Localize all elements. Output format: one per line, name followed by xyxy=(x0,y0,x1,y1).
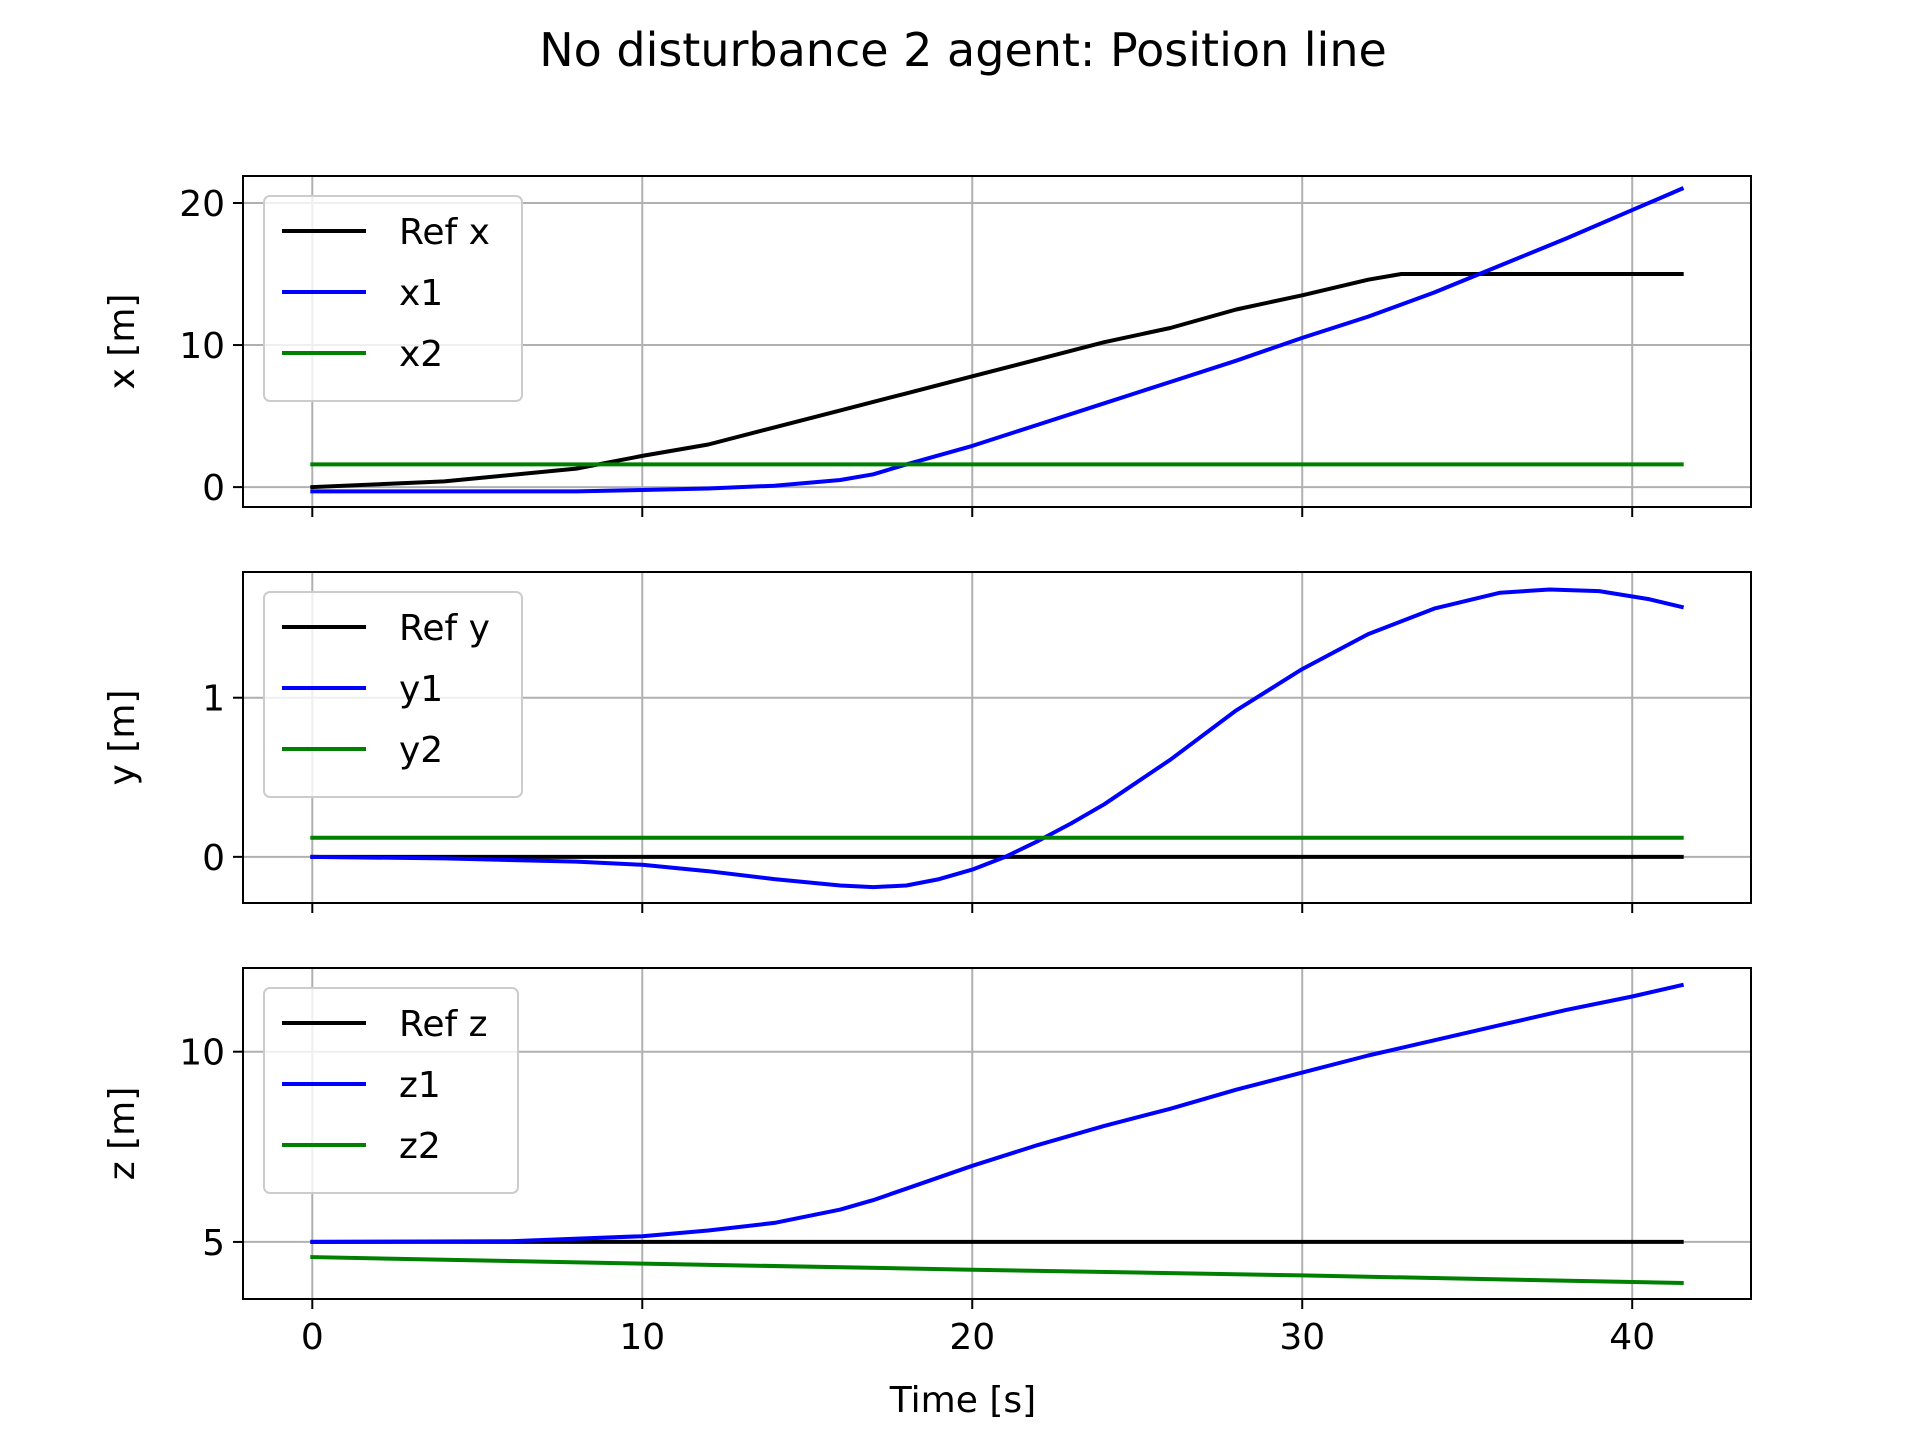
legend: Ref y y1 y2 xyxy=(263,591,523,798)
series-line-z2 xyxy=(310,1255,1684,1286)
y-axis-label: z [m] xyxy=(102,1087,143,1181)
figure-title: No disturbance 2 agent: Position line xyxy=(539,23,1387,77)
series-line-ref-x xyxy=(310,272,1684,490)
legend-label-3: z2 xyxy=(399,1126,441,1167)
x-tick-label-4: 40 xyxy=(1609,1317,1655,1358)
legend-label-1: Ref y xyxy=(399,608,490,649)
legend-label-3: y2 xyxy=(399,730,443,771)
x-tick-label-3: 30 xyxy=(1279,1317,1325,1358)
axes-frame xyxy=(242,175,1752,508)
y-tick-label-1: 10 xyxy=(179,326,225,367)
y-tick-label-0: 0 xyxy=(202,838,225,879)
axes-frame xyxy=(242,967,1752,1300)
series-line-y1 xyxy=(310,587,1685,890)
y-axis-label: x [m] xyxy=(102,294,143,390)
legend: Ref z z1 z2 xyxy=(263,987,519,1194)
legend-label-2: y1 xyxy=(399,669,443,710)
legend-label-3: x2 xyxy=(399,334,443,375)
y-tick-label-0: 0 xyxy=(202,468,225,509)
legend-label-2: z1 xyxy=(399,1065,441,1106)
axes-frame xyxy=(242,571,1752,904)
legend: Ref x x1 x2 xyxy=(263,195,523,402)
legend-label-1: Ref z xyxy=(399,1004,488,1045)
y-tick-label-1: 10 xyxy=(179,1033,225,1074)
legend-box xyxy=(263,195,523,402)
x-axis-label: Time [s] xyxy=(889,1380,1036,1421)
y-tick-label-2: 20 xyxy=(179,184,225,225)
subplot-2: 0 1 y [m] Ref y y1 y2 xyxy=(102,571,1752,913)
legend-label-2: x1 xyxy=(399,273,443,314)
x-tick-label-1: 10 xyxy=(619,1317,665,1358)
subplots: 0 10 20 x [m] Ref x x1 x2 0 1 y [m] Ref y y1 y2 0 10 20… xyxy=(102,175,1752,1358)
legend-box xyxy=(263,591,523,798)
legend-label-1: Ref x xyxy=(399,212,490,253)
legend-box xyxy=(263,987,519,1194)
y-tick-label-1: 1 xyxy=(202,679,225,720)
y-axis-label: y [m] xyxy=(102,690,143,786)
subplot-1: 0 10 20 x [m] Ref x x1 x2 xyxy=(102,175,1752,517)
series-line-x1 xyxy=(310,186,1685,494)
x-tick-label-0: 0 xyxy=(301,1317,324,1358)
subplot-3: 0 10 20 30 40 5 10 z [m] Ref z z1 z2 xyxy=(102,967,1752,1358)
series-line-z1 xyxy=(310,982,1685,1244)
y-tick-label-0: 5 xyxy=(202,1223,225,1264)
x-tick-label-2: 20 xyxy=(949,1317,995,1358)
